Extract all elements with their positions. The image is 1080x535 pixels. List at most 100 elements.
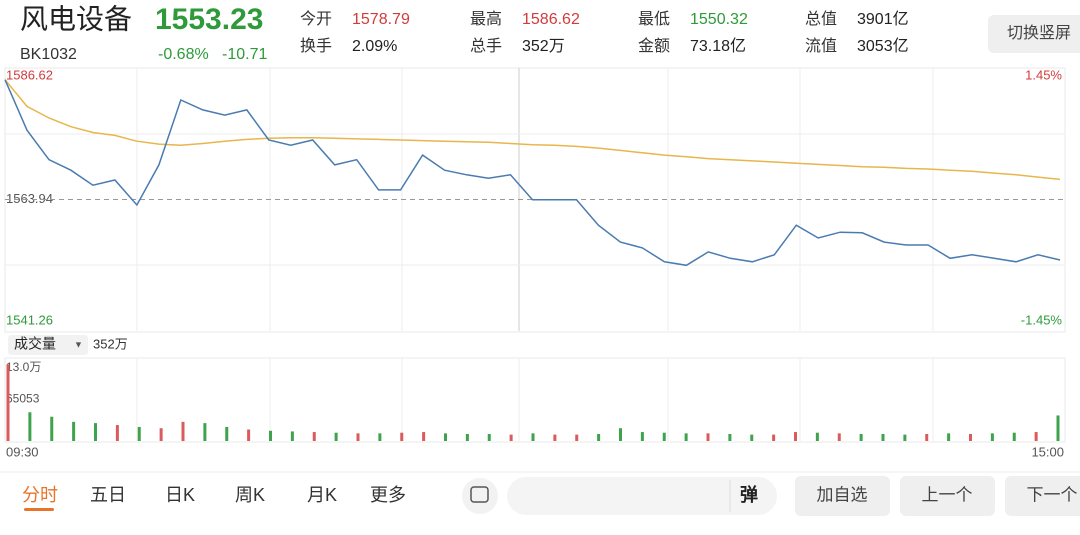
volume-bar bbox=[225, 426, 229, 441]
volume-tab[interactable] bbox=[8, 335, 88, 355]
volume-bar bbox=[619, 428, 622, 441]
stat-label: 总手 bbox=[470, 37, 502, 55]
pct-label: 1.45% bbox=[1025, 67, 1062, 82]
volume-bar bbox=[312, 432, 316, 441]
stat-label: 总值 bbox=[805, 10, 837, 28]
volume-bar bbox=[903, 434, 907, 441]
avg-line bbox=[4, 79, 1061, 181]
volume-bar bbox=[378, 433, 382, 441]
stat-label: 最高 bbox=[470, 10, 502, 28]
volume-bar bbox=[947, 433, 951, 441]
volume-bar bbox=[509, 434, 513, 441]
nav-button-label[interactable]: 下一个 bbox=[1027, 485, 1078, 504]
time-label: 15:00 bbox=[1031, 444, 1064, 459]
volume-bar bbox=[334, 432, 338, 441]
volume-bar bbox=[640, 432, 644, 441]
volume-bar bbox=[662, 432, 666, 441]
price-line bbox=[4, 79, 1061, 267]
volume-bar bbox=[553, 434, 557, 441]
volume-bar bbox=[597, 433, 601, 441]
stat-value: 73.18亿 bbox=[690, 37, 746, 55]
period-tab[interactable]: 更多 bbox=[370, 485, 406, 505]
comment-icon-bg[interactable] bbox=[462, 478, 498, 514]
period-tab[interactable]: 日K bbox=[165, 485, 195, 505]
volume-bar bbox=[859, 433, 863, 441]
volume-bar bbox=[6, 364, 10, 441]
volume-bar bbox=[50, 416, 54, 441]
volume-bar bbox=[990, 433, 994, 441]
volume-bar bbox=[247, 429, 251, 441]
y-tick-label: 1586.62 bbox=[6, 67, 53, 82]
volume-bar bbox=[1012, 432, 1016, 441]
volume-bar bbox=[422, 432, 426, 441]
volume-bar bbox=[444, 433, 447, 441]
period-tab[interactable]: 分时 bbox=[22, 485, 58, 505]
volume-bar bbox=[115, 425, 119, 441]
rotate-button[interactable] bbox=[988, 15, 1080, 53]
stock-name: 风电设备 bbox=[20, 3, 132, 34]
rotate-label[interactable]: 切换竖屏 bbox=[1007, 24, 1071, 42]
price: 1553.23 bbox=[155, 3, 263, 36]
volume-bar bbox=[1056, 415, 1060, 441]
stat-label: 最低 bbox=[638, 10, 670, 28]
stat-label: 今开 bbox=[300, 10, 332, 28]
code: BK1032 bbox=[20, 46, 77, 63]
stat-label: 换手 bbox=[300, 37, 332, 55]
volume-bar bbox=[925, 433, 929, 441]
volume-bar bbox=[465, 433, 469, 441]
nav-button-label[interactable]: 上一个 bbox=[922, 485, 973, 504]
volume-bar bbox=[881, 433, 885, 441]
volume-bar bbox=[400, 432, 404, 441]
volume-bar bbox=[290, 431, 294, 441]
volume-bar bbox=[684, 433, 688, 441]
volume-bar bbox=[837, 433, 841, 441]
stat-value: 1578.79 bbox=[352, 11, 410, 28]
volume-bar bbox=[28, 412, 32, 441]
stat-value: 3053亿 bbox=[857, 37, 909, 55]
volume-bar bbox=[815, 432, 819, 441]
stat-label: 流值 bbox=[805, 37, 837, 55]
stat-label: 金额 bbox=[638, 37, 670, 55]
dropdown-arrow[interactable]: ▼ bbox=[74, 339, 83, 349]
volume-bar bbox=[137, 426, 141, 441]
period-tab[interactable]: 五日 bbox=[90, 485, 126, 505]
volume-bar bbox=[203, 423, 207, 441]
period-tab[interactable]: 月K bbox=[307, 485, 337, 505]
nav-button-label[interactable]: 加自选 bbox=[817, 485, 868, 504]
nav-button[interactable] bbox=[900, 476, 995, 516]
y-tick-label: 1563.94 bbox=[6, 191, 53, 206]
volume-bar bbox=[750, 434, 754, 441]
volume-bar bbox=[159, 428, 163, 441]
volume-bar bbox=[794, 432, 797, 441]
volume-title[interactable]: 成交量 bbox=[14, 336, 56, 352]
nav-button[interactable] bbox=[795, 476, 890, 516]
period-tab[interactable]: 周K bbox=[235, 485, 265, 505]
volume-bar bbox=[94, 423, 97, 441]
volume-bar bbox=[269, 430, 272, 441]
time-label: 09:30 bbox=[6, 444, 39, 459]
comment-input[interactable] bbox=[507, 477, 777, 515]
volume-bar bbox=[531, 433, 535, 441]
stat-value: 1586.62 bbox=[522, 11, 580, 28]
volume-bar bbox=[969, 433, 972, 441]
vol-tick-label: 13.0万 bbox=[6, 360, 41, 374]
nav-button[interactable] bbox=[1005, 476, 1080, 516]
volume-bar bbox=[575, 434, 579, 441]
volume-bar bbox=[487, 433, 491, 441]
change-pct: -0.68% bbox=[158, 46, 209, 63]
volume-bar bbox=[728, 433, 732, 441]
tab-underline bbox=[24, 508, 54, 511]
volume-bar bbox=[181, 421, 185, 441]
volume-bar bbox=[1034, 432, 1038, 441]
pct-label: -1.45% bbox=[1021, 312, 1063, 327]
volume-bar bbox=[772, 434, 776, 441]
danmu-button[interactable]: 弹 bbox=[740, 484, 758, 505]
vol-tick-label: 65053 bbox=[6, 392, 40, 406]
comment-icon[interactable] bbox=[470, 486, 489, 503]
volume-total: 352万 bbox=[93, 336, 128, 351]
y-tick-label: 1541.26 bbox=[6, 312, 53, 327]
volume-frame bbox=[4, 357, 1066, 443]
volume-bar bbox=[72, 421, 76, 441]
